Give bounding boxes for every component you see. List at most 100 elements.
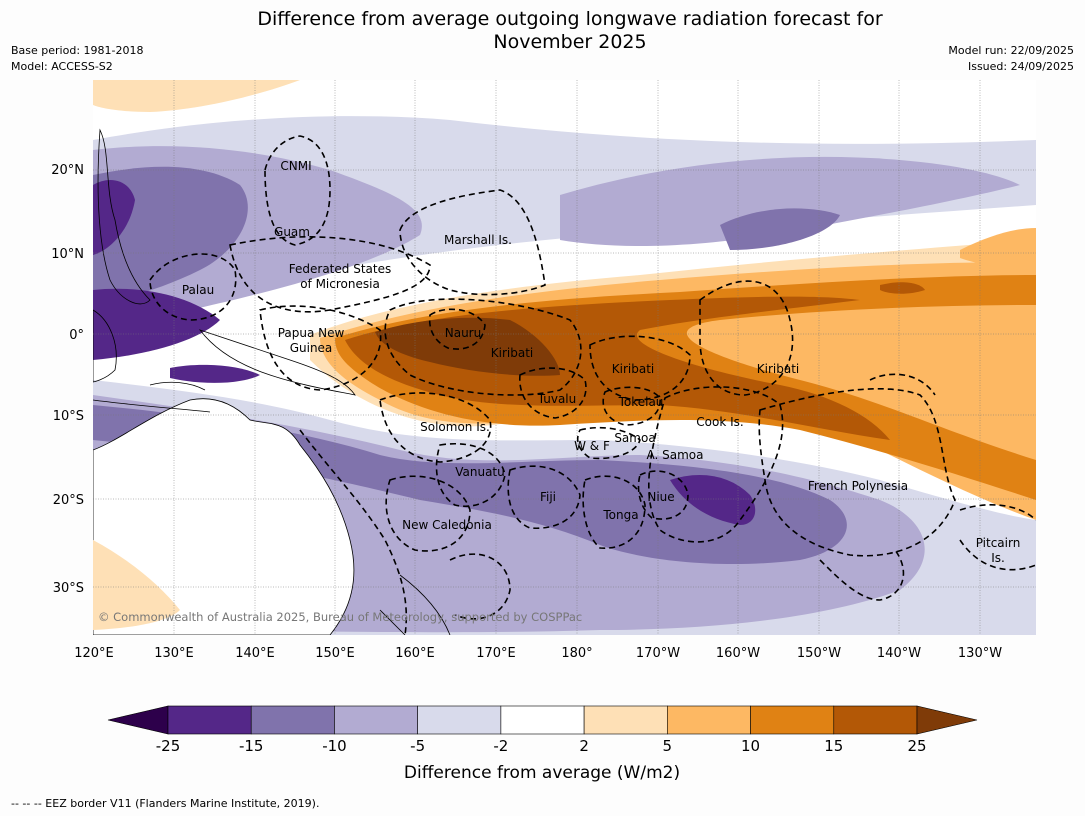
colorbar-tick-label: 10 xyxy=(741,737,760,755)
lat-label-10s: 10°S xyxy=(53,409,84,424)
label-american-samoa: A. Samoa xyxy=(647,448,704,462)
borneo-land xyxy=(93,309,117,383)
philippines-land xyxy=(97,128,151,305)
label-cnmi: CNMI xyxy=(280,159,311,173)
chart-title: Difference from average outgoing longwav… xyxy=(170,8,970,54)
eez-french-polynesia xyxy=(758,388,956,557)
label-pitcairn-2: Is. xyxy=(991,551,1005,565)
lon-label-130e: 130°E xyxy=(154,646,194,661)
eez-palau xyxy=(149,253,237,321)
olr-core-west-2 xyxy=(93,288,220,360)
issued-date: Issued: 24/09/2025 xyxy=(967,60,1074,73)
lon-label-150w: 150°W xyxy=(797,646,841,661)
model-run: Model run: 22/09/2025 xyxy=(948,44,1074,57)
colorbar-title: Difference from average (W/m2) xyxy=(404,763,680,783)
eez-fsm xyxy=(229,236,431,313)
copyright-notice: © Commonwealth of Australia 2025, Bureau… xyxy=(98,610,582,624)
colorbar-tick-label: 2 xyxy=(579,737,589,755)
colorbar-bin xyxy=(250,705,335,735)
eez-vanuatu xyxy=(435,443,506,507)
colorbar-bin xyxy=(417,705,502,735)
lon-label-170w: 170°W xyxy=(636,646,680,661)
label-kiribati-west: Kiribati xyxy=(491,346,533,360)
colorbar-ticks: -25 -15 -10 -5 -2 2 5 10 15 25 xyxy=(156,737,927,755)
eez-kiribati-line xyxy=(699,280,794,396)
lat-label-20s: 20°S xyxy=(53,493,84,508)
olr-positive-bottomleft xyxy=(93,540,180,630)
meta-right: Model run: 22/09/2025 Issued: 24/09/2025 xyxy=(948,43,1074,75)
colorbar-bin xyxy=(583,705,668,735)
label-nauru: Nauru xyxy=(445,326,481,340)
colorbar-tick-label: -2 xyxy=(493,737,508,755)
eez-source-note: -- -- -- EEZ border V11 (Flanders Marine… xyxy=(11,797,320,810)
colorbar-bins xyxy=(167,705,918,735)
lon-label-150e: 150°E xyxy=(315,646,355,661)
olr-core-south-2 xyxy=(170,364,260,383)
olr-positive-topleft xyxy=(93,80,300,112)
lat-label-10n: 10°N xyxy=(51,247,84,262)
map-area: CNMI Guam Marshall Is. Federated States … xyxy=(93,80,1036,635)
lat-axis-labels: 20°N 10°N 0° 10°S 20°S 30°S xyxy=(51,163,84,596)
region-labels: CNMI Guam Marshall Is. Federated States … xyxy=(182,159,1020,565)
eez-newcal xyxy=(385,475,471,552)
label-tuvalu: Tuvalu xyxy=(537,392,577,406)
meta-left: Base period: 1981-2018 Model: ACCESS-S2 xyxy=(11,43,143,75)
eez-borders xyxy=(149,135,1036,635)
lat-label-30s: 30°S xyxy=(53,581,84,596)
eez-niue xyxy=(637,470,689,520)
label-tonga: Tonga xyxy=(602,508,638,522)
colorbar-tick-label: -10 xyxy=(322,737,347,755)
colorbar-bin xyxy=(167,705,252,735)
title-line-2: November 2025 xyxy=(493,31,647,53)
lon-label-170e: 170°E xyxy=(476,646,516,661)
colorbar-tick-label: 25 xyxy=(907,737,926,755)
label-fsm-2: of Micronesia xyxy=(300,277,380,291)
label-pitcairn-1: Pitcairn xyxy=(976,536,1021,550)
colorbar-bin xyxy=(667,705,751,735)
colorbar-tick-label: -15 xyxy=(239,737,264,755)
colorbar: -25 -15 -10 -5 -2 2 5 10 15 25 Difference from av… xyxy=(107,705,978,783)
lon-label-140w: 140°W xyxy=(877,646,921,661)
new-guinea-land xyxy=(198,329,356,396)
eez-kermadec xyxy=(819,549,905,601)
lat-label-20n: 20°N xyxy=(51,163,84,178)
lat-label-0: 0° xyxy=(69,328,84,343)
olr-band-north-dark-east xyxy=(720,208,840,250)
colorbar-tick-label: -5 xyxy=(410,737,425,755)
eez-kiribati-gilbert xyxy=(384,298,582,396)
label-wallis-futuna: W & F xyxy=(574,439,610,453)
eez-tuvalu xyxy=(519,367,587,419)
eez-tonga xyxy=(582,475,646,549)
label-vanuatu: Vanuatu xyxy=(455,465,505,479)
label-solomon: Solomon Is. xyxy=(420,420,490,434)
label-new-caledonia: New Caledonia xyxy=(402,518,492,532)
olr-core-south xyxy=(670,475,756,525)
lon-label-120e: 120°E xyxy=(74,646,114,661)
label-cook: Cook Is. xyxy=(696,415,743,429)
lon-label-180: 180° xyxy=(561,646,592,661)
olr-positive-east-north xyxy=(960,228,1036,270)
label-guam: Guam xyxy=(274,225,310,239)
label-french-polynesia: French Polynesia xyxy=(808,479,908,493)
lon-label-130w: 130°W xyxy=(958,646,1002,661)
label-png-2: Guinea xyxy=(290,341,333,355)
eez-nauru xyxy=(428,308,486,350)
model-name: Model: ACCESS-S2 xyxy=(11,60,113,73)
eez-fiji xyxy=(507,465,581,530)
label-png-1: Papua New xyxy=(278,326,345,340)
colorbar-bin xyxy=(500,705,585,735)
lon-axis-labels: 120°E 130°E 140°E 150°E 160°E 170°E 180°… xyxy=(74,646,1002,661)
label-palau: Palau xyxy=(182,283,214,297)
title-line-1: Difference from average outgoing longwav… xyxy=(257,8,883,30)
colorbar-tick-label: -25 xyxy=(156,737,181,755)
label-fiji: Fiji xyxy=(540,490,556,504)
label-kiribati-east: Kiribati xyxy=(757,362,799,376)
label-niue: Niue xyxy=(647,490,674,504)
colorbar-tick-label: 15 xyxy=(824,737,843,755)
label-fsm-1: Federated States xyxy=(289,262,391,276)
eez-kiribati-phoenix xyxy=(589,335,691,401)
eez-cook xyxy=(648,386,784,543)
olr-positive-east-streak xyxy=(880,282,925,294)
eez-australia-east xyxy=(299,429,408,635)
